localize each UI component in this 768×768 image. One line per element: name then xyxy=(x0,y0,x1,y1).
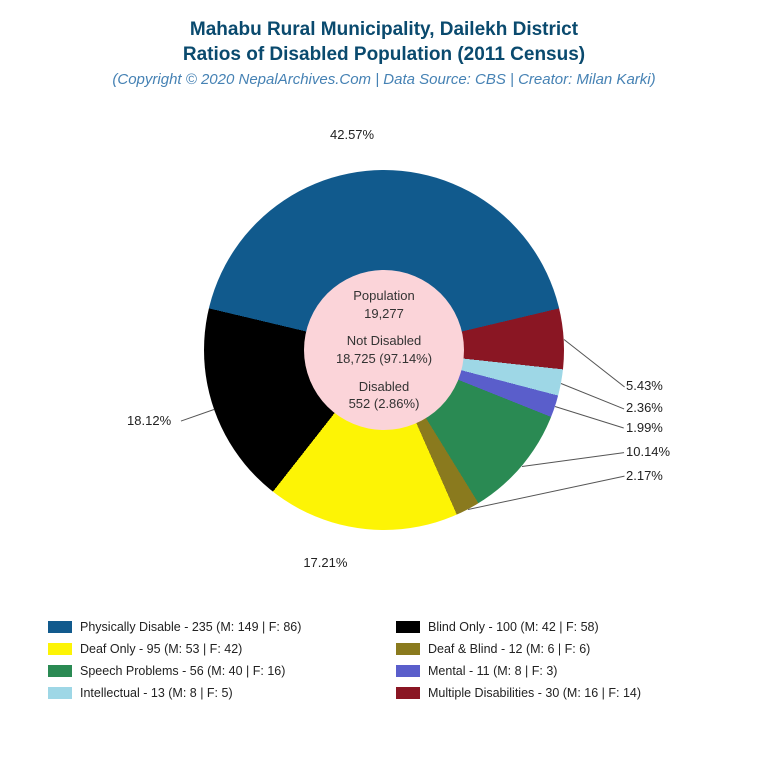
center-dis-value: 552 (2.86%) xyxy=(349,395,420,413)
legend-label: Intellectual - 13 (M: 8 | F: 5) xyxy=(80,686,233,700)
legend-label: Mental - 11 (M: 8 | F: 3) xyxy=(428,664,557,678)
chart-title-line2: Ratios of Disabled Population (2011 Cens… xyxy=(0,43,768,68)
chart-legend: Physically Disable - 235 (M: 149 | F: 86… xyxy=(48,620,728,700)
legend-swatch xyxy=(396,643,420,655)
legend-swatch xyxy=(396,621,420,633)
center-disabled: Disabled 552 (2.86%) xyxy=(349,378,420,413)
center-dis-label: Disabled xyxy=(349,378,420,396)
legend-swatch xyxy=(48,665,72,677)
legend-item: Deaf & Blind - 12 (M: 6 | F: 6) xyxy=(396,642,728,656)
legend-item: Mental - 11 (M: 8 | F: 3) xyxy=(396,664,728,678)
leader-line xyxy=(181,409,214,421)
legend-label: Multiple Disabilities - 30 (M: 16 | F: 1… xyxy=(428,686,641,700)
legend-label: Physically Disable - 235 (M: 149 | F: 86… xyxy=(80,620,301,634)
leader-line xyxy=(563,339,624,387)
legend-swatch xyxy=(48,621,72,633)
leader-line xyxy=(522,452,624,467)
center-notdis-label: Not Disabled xyxy=(336,332,432,350)
legend-swatch xyxy=(396,665,420,677)
slice-pct-label: 2.36% xyxy=(626,400,663,415)
center-notdisabled: Not Disabled 18,725 (97.14%) xyxy=(336,332,432,367)
chart-subtitle: (Copyright © 2020 NepalArchives.Com | Da… xyxy=(0,71,768,88)
legend-item: Intellectual - 13 (M: 8 | F: 5) xyxy=(48,686,380,700)
slice-pct-label: 5.43% xyxy=(626,378,663,393)
slice-pct-label: 17.21% xyxy=(303,555,347,570)
slice-pct-label: 42.57% xyxy=(330,127,374,142)
chart-header: Mahabu Rural Municipality, Dailekh Distr… xyxy=(0,0,768,88)
legend-item: Deaf Only - 95 (M: 53 | F: 42) xyxy=(48,642,380,656)
leader-line xyxy=(561,383,624,409)
legend-label: Deaf Only - 95 (M: 53 | F: 42) xyxy=(80,642,242,656)
legend-item: Physically Disable - 235 (M: 149 | F: 86… xyxy=(48,620,380,634)
chart-title-line1: Mahabu Rural Municipality, Dailekh Distr… xyxy=(0,18,768,43)
slice-pct-label: 10.14% xyxy=(626,444,670,459)
legend-label: Deaf & Blind - 12 (M: 6 | F: 6) xyxy=(428,642,590,656)
center-pop-value: 19,277 xyxy=(353,305,414,323)
center-population: Population 19,277 xyxy=(353,287,414,322)
legend-item: Blind Only - 100 (M: 42 | F: 58) xyxy=(396,620,728,634)
center-pop-label: Population xyxy=(353,287,414,305)
legend-label: Blind Only - 100 (M: 42 | F: 58) xyxy=(428,620,599,634)
legend-swatch xyxy=(48,643,72,655)
legend-item: Multiple Disabilities - 30 (M: 16 | F: 1… xyxy=(396,686,728,700)
donut-center: Population 19,277 Not Disabled 18,725 (9… xyxy=(304,270,464,430)
leader-line xyxy=(555,406,624,429)
legend-swatch xyxy=(48,687,72,699)
center-notdis-value: 18,725 (97.14%) xyxy=(336,350,432,368)
slice-pct-label: 1.99% xyxy=(626,420,663,435)
pie-chart: Population 19,277 Not Disabled 18,725 (9… xyxy=(0,100,768,600)
legend-swatch xyxy=(396,687,420,699)
slice-pct-label: 2.17% xyxy=(626,468,663,483)
legend-label: Speech Problems - 56 (M: 40 | F: 16) xyxy=(80,664,285,678)
slice-pct-label: 18.12% xyxy=(127,413,171,428)
legend-item: Speech Problems - 56 (M: 40 | F: 16) xyxy=(48,664,380,678)
